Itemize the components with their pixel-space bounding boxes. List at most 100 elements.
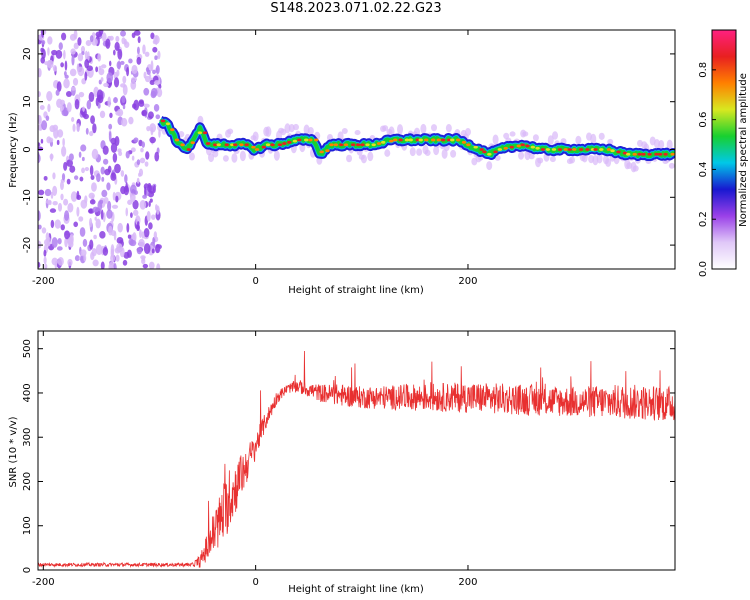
noise-blob <box>120 30 126 37</box>
noise-blob <box>144 75 151 83</box>
y-tick-label: 200 <box>22 472 33 491</box>
ridge-peak <box>520 143 525 147</box>
noise-blob <box>152 69 156 75</box>
noise-blob <box>106 182 111 191</box>
noise-blob <box>130 80 137 90</box>
noise-blob <box>94 216 97 221</box>
ridge-halo <box>575 135 582 145</box>
noise-blob <box>38 189 45 196</box>
noise-blob <box>70 86 76 91</box>
noise-blob <box>150 87 158 97</box>
colorbar: 0.0 0.2 0.4 0.6 0.8 Normalized spectral ampl… <box>698 29 749 277</box>
noise-blob <box>148 261 155 269</box>
noise-blob <box>97 53 102 62</box>
ridge-peak <box>371 143 376 147</box>
noise-blob <box>80 199 88 209</box>
ridge-peak <box>479 148 484 151</box>
ridge-peak <box>408 138 413 142</box>
ridge-peak <box>325 149 330 153</box>
noise-blob <box>107 96 112 108</box>
ridge-halo <box>360 154 367 164</box>
ridge-peak <box>616 150 621 154</box>
ridge-peak <box>647 152 652 156</box>
noise-blob <box>155 114 161 120</box>
noise-blob <box>43 256 47 265</box>
noise-blob <box>52 185 58 196</box>
noise-blob <box>107 200 112 212</box>
page-title: S148.2023.071.02.22.G23 <box>270 1 442 16</box>
y-tick-label: 10 <box>22 95 33 108</box>
noise-blob <box>151 214 156 220</box>
x-tick-label: 0 <box>252 276 258 287</box>
snr-line <box>38 350 675 569</box>
x-tick-label: 200 <box>458 276 477 287</box>
noise-blob <box>53 128 59 139</box>
ridge-peak <box>292 139 298 143</box>
noise-blob <box>91 248 97 257</box>
ridge-halo <box>388 126 395 137</box>
noise-blob <box>41 227 47 234</box>
ridge-peak <box>265 143 271 147</box>
ridge-halo <box>208 153 215 163</box>
noise-blob <box>91 182 97 192</box>
noise-blob <box>80 144 87 152</box>
noise-blob <box>157 50 161 60</box>
ridge-peak <box>297 138 302 142</box>
noise-blob <box>102 247 109 256</box>
noise-blob <box>47 59 54 69</box>
noise-blob <box>101 32 107 43</box>
ridge-halo <box>445 124 452 133</box>
noise-blob <box>95 97 99 107</box>
noise-blob <box>71 54 75 66</box>
noise-blob <box>132 209 139 216</box>
y-tick-label: -10 <box>22 189 33 205</box>
noise-blob <box>60 62 64 68</box>
ridge-halo <box>547 135 554 146</box>
ridge-peak <box>670 152 675 156</box>
ridge-halo <box>596 153 603 164</box>
ridge-peak <box>516 144 521 148</box>
noise-blob <box>66 159 73 167</box>
noise-blob <box>136 220 140 231</box>
noise-blob <box>50 153 53 162</box>
noise-blob <box>112 191 116 201</box>
noise-blob <box>61 146 67 157</box>
ridge-halo <box>569 156 576 164</box>
ridge-halo <box>431 124 438 132</box>
noise-blob <box>78 216 84 222</box>
noise-blob <box>152 184 156 194</box>
noise-blob <box>95 244 103 256</box>
ridge-halo <box>284 123 291 134</box>
ridge-peak <box>663 152 668 156</box>
colorbar-tick-label: 0.4 <box>698 161 709 177</box>
noise-blob <box>48 137 54 143</box>
noise-blob <box>66 102 72 113</box>
ridge-halo <box>409 147 416 157</box>
noise-blob <box>67 202 74 213</box>
ridge-peak <box>557 148 563 151</box>
noise-blob <box>136 56 142 65</box>
ridge-halo <box>492 134 499 145</box>
snr-plot-area <box>38 331 675 570</box>
ridge-peak <box>657 152 663 156</box>
noise-blob <box>125 207 129 217</box>
ridge-peak <box>329 143 334 147</box>
noise-blob <box>51 257 59 266</box>
noise-blob <box>110 172 117 181</box>
ridge-halo <box>424 149 431 156</box>
noise-blob <box>141 231 145 239</box>
noise-blob <box>45 115 50 121</box>
noise-blob <box>138 172 142 177</box>
ridge-peak <box>578 148 584 151</box>
noise-blob <box>69 68 77 77</box>
noise-blob <box>89 199 96 205</box>
ridge-peak <box>287 140 292 144</box>
noise-blob <box>57 202 63 212</box>
noise-blob <box>102 145 109 155</box>
noise-blob <box>107 165 112 173</box>
noise-blob <box>78 91 85 98</box>
noise-blob <box>40 47 44 53</box>
noise-blob <box>146 69 151 75</box>
ridge-peak <box>446 138 452 142</box>
noise-blob <box>113 49 116 56</box>
